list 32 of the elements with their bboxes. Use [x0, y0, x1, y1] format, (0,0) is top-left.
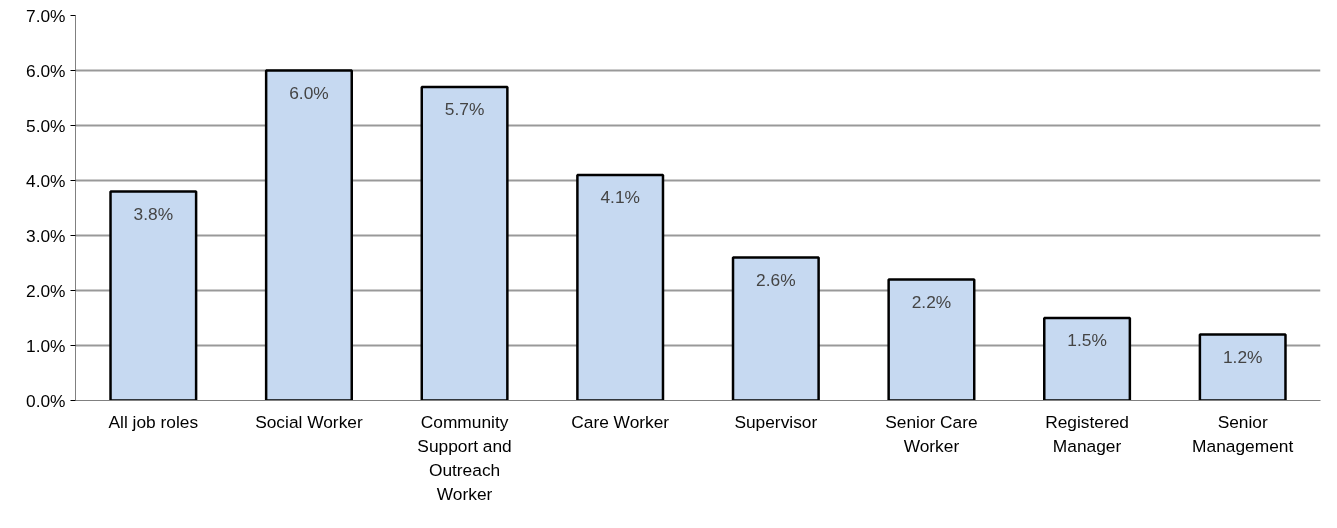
bar [887, 278, 976, 401]
x-tick-label: Care Worker [571, 411, 670, 432]
y-tick-label: 0.0% [26, 390, 66, 411]
data-label: 5.7% [444, 99, 485, 119]
data-label: 3.8% [133, 203, 174, 224]
data-label: 2.6% [756, 269, 796, 290]
bar [1198, 333, 1287, 401]
y-tick-label: 6.0% [26, 60, 66, 81]
y-tick-label: 3.0% [26, 225, 66, 246]
x-tick-label: Registered Manager [1045, 411, 1129, 456]
x-tick-label: Social Worker [255, 411, 363, 432]
data-label: 1.5% [1067, 330, 1107, 350]
bar [1043, 316, 1132, 401]
data-label: 4.1% [600, 187, 640, 207]
y-tick-label: 1.0% [26, 335, 66, 356]
bar [420, 85, 509, 401]
bar [109, 190, 198, 401]
bar [731, 256, 820, 401]
data-label: 1.2% [1222, 346, 1263, 367]
x-tick-label: Senior Management [1192, 411, 1294, 456]
x-tick-label: All job roles [108, 411, 199, 432]
bar [576, 173, 665, 401]
data-label: 2.2% [911, 291, 952, 312]
y-tick-label: 4.0% [26, 170, 66, 191]
data-label: 6.0% [289, 82, 329, 103]
bar [264, 69, 353, 401]
y-tick-label: 7.0% [26, 5, 66, 26]
y-tick-label: 2.0% [26, 280, 66, 301]
x-tick-label: Community Support and Outreach Worker [417, 411, 512, 504]
x-tick-label: Senior Care Worker [885, 411, 978, 456]
y-tick-label: 5.0% [26, 115, 66, 136]
x-tick-label: Supervisor [734, 411, 818, 432]
